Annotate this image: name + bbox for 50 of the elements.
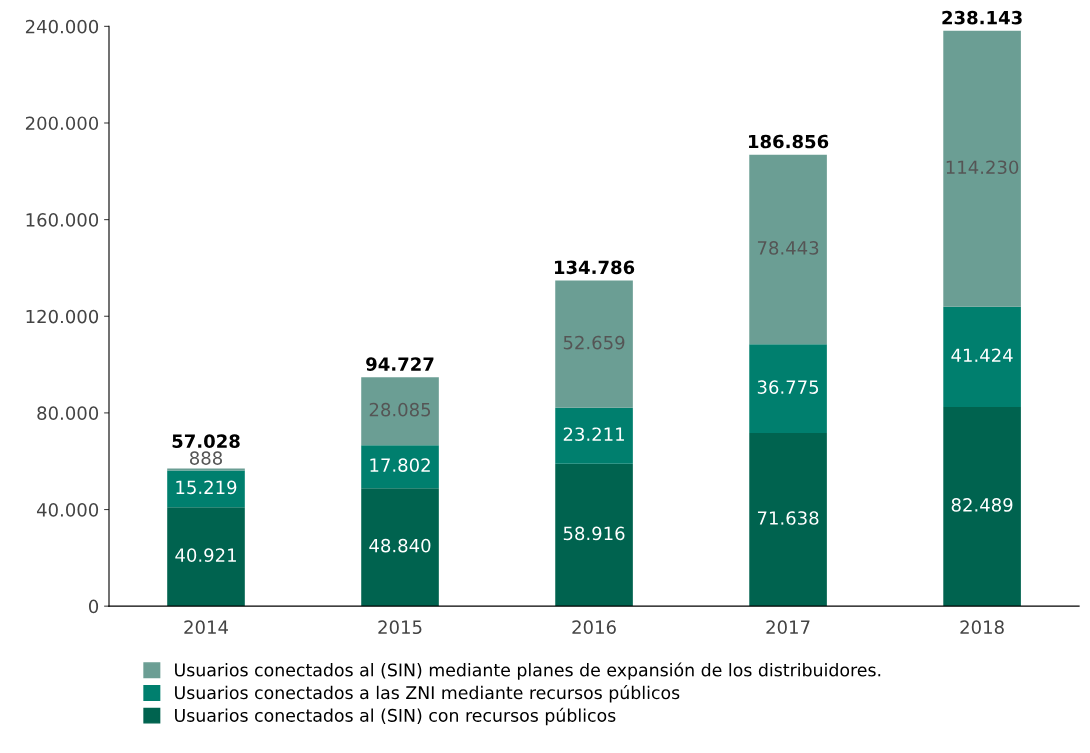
bar [167,507,245,607]
bar [361,488,439,607]
y-tick-label: 0 [88,599,99,614]
legend-label: Usuarios conectados al (SIN) con recursos públicos [175,707,616,726]
bar [943,306,1021,407]
bar [555,463,633,607]
data-label: 23.211 [563,427,624,442]
data-label: 40.921 [175,548,236,562]
data-label: 36.775 [757,380,819,394]
y-tick-label: 240.000 [25,19,99,34]
total-label: 238.143 [942,10,1022,25]
bar [361,377,439,446]
data-label: 82.489 [951,498,1013,512]
legend-label: Usuarios conectados al (SIN) mediante planes de expansión de los distribuidores. [175,662,881,680]
bar [555,280,633,408]
y-tick-label: 80.000 [37,406,99,421]
bar [749,344,827,434]
x-tick-label: 2015 [378,620,422,635]
data-label: 17.802 [370,458,430,472]
bar [361,445,439,489]
bar [167,468,245,471]
data-label: 28.085 [369,402,431,417]
total-label: 186.856 [748,134,829,149]
data-label: 71.638 [757,511,819,525]
total-label: 57.028 [172,434,240,448]
bar [943,30,1021,307]
data-label: 888 [190,451,223,465]
data-label: 48.840 [369,538,431,553]
total-label: 134.786 [554,260,635,275]
data-label: 78.443 [757,241,819,255]
data-label: 58.916 [563,526,625,541]
legend-label: Usuarios conectados a las ZNI mediante recursos públicos [175,685,680,703]
bar [749,154,827,345]
bar [943,406,1021,607]
x-tick-label: 2016 [572,620,616,635]
y-tick-label: 160.000 [26,213,99,227]
data-label: 15.219 [176,480,237,495]
x-tick-label: 2014 [184,620,228,635]
y-tick-label: 40.000 [36,502,99,517]
data-label: 52.659 [563,335,625,350]
bar [749,433,827,607]
data-label: 114.230 [946,160,1019,175]
data-label: 41.424 [951,348,1013,362]
total-label: 94.727 [366,357,434,371]
x-tick-label: 2018 [960,620,1004,635]
y-tick-label: 120.000 [26,309,99,324]
bar [167,470,245,508]
bar [555,407,633,464]
x-tick-label: 2017 [766,620,810,635]
y-tick-label: 200.000 [25,116,99,131]
